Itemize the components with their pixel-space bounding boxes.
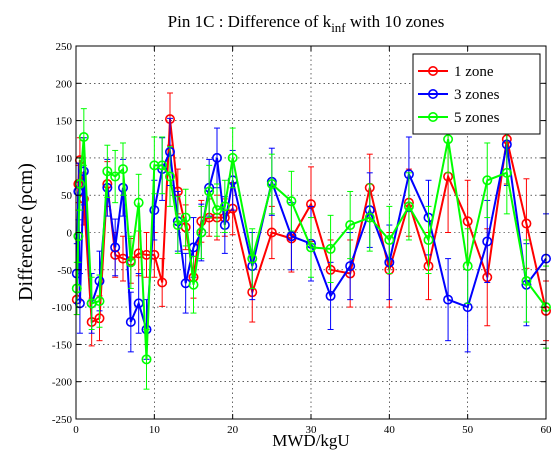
y-tick-label: 150 [56,116,73,128]
data-point [462,261,473,272]
y-tick-label: 50 [61,190,73,202]
data-point [482,236,493,247]
y-tick-label: -50 [57,265,72,277]
x-tick-label: 30 [306,424,318,436]
series-line [75,136,547,360]
x-tick-label: 60 [541,424,553,436]
data-point [219,201,230,212]
data-point [345,220,356,231]
data-point [133,197,144,208]
chart-title-tail: with 10 zones [346,12,445,31]
x-tick-label: 0 [73,424,79,436]
data-point [94,296,105,307]
data-point [423,234,434,245]
data-point [286,196,297,207]
data-point [521,218,532,229]
x-tick-label: 20 [227,424,239,436]
data-point [188,279,199,290]
legend-marker [427,66,438,77]
y-tick-label: 100 [56,153,73,165]
data-point [305,242,316,253]
data-point [180,212,191,223]
data-point [78,132,89,143]
x-axis-label: MWD/kgU [272,431,349,450]
data-point [482,175,493,186]
data-point [212,152,223,163]
legend-item: 3 zones [418,87,500,103]
data-point [165,171,176,182]
x-tick-label: 40 [384,424,396,436]
data-point [443,134,454,145]
data-point [204,186,215,197]
series-3 [71,105,551,390]
data-point [125,257,136,268]
data-point [157,277,168,288]
y-tick-label: 200 [56,78,73,90]
legend-label: 5 zones [454,110,500,126]
y-tick-label: 250 [56,41,73,53]
data-point [462,216,473,227]
data-point [443,294,454,305]
data-point [266,179,277,190]
x-tick-label: 50 [462,424,474,436]
data-point [403,201,414,212]
data-point [125,317,136,328]
data-point [212,205,223,216]
data-point [364,212,375,223]
series-layer [71,92,551,390]
axis-ticks: -250 -200 -150 -100 -50 0 50 100 150 200 250 0 10 20 3… [52,41,552,436]
data-point [501,167,512,178]
y-tick-label: 0 [67,228,73,240]
chart-title-main: Pin 1C : Difference of k [168,12,332,31]
data-point [141,354,152,365]
data-point [521,275,532,286]
legend-item: 1 zone [418,64,494,80]
data-point [102,166,113,177]
legend-label: 1 zone [454,64,494,80]
data-point [286,231,297,242]
data-point [345,261,356,272]
y-tick-label: -100 [52,302,73,314]
data-point [266,227,277,238]
y-tick-label: -200 [52,377,73,389]
chart-title: Pin 1C : Difference of kinf with 10 zone… [168,12,445,35]
data-point [172,220,183,231]
data-point [227,152,238,163]
x-tick-label: 10 [149,424,161,436]
data-point [157,160,168,171]
data-point [384,234,395,245]
y-tick-label: -150 [52,339,73,351]
data-point [71,283,82,294]
data-point [196,227,207,238]
data-point [149,205,160,216]
data-point [247,253,258,264]
data-point [325,243,336,254]
y-axis-label: Difference (pcm) [15,163,37,301]
chart-title-subscript: inf [331,20,346,35]
legend-label: 3 zones [454,87,500,103]
data-point [110,242,121,253]
data-point [118,164,129,175]
data-point [110,171,121,182]
legend-marker [427,112,438,123]
data-point [325,290,336,301]
legend-marker [427,89,438,100]
y-tick-label: -250 [52,414,73,426]
legend-item: 5 zones [418,110,500,126]
legend: 1 zone 3 zones 5 zones [412,53,541,135]
